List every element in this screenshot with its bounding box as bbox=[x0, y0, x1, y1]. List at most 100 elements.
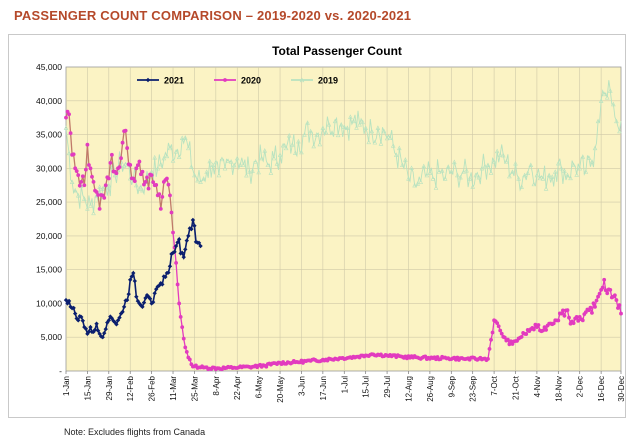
axes: - 5,000 10,000 15,000 20,000 25,000 30,000 35,0… bbox=[36, 62, 625, 403]
x-tick-label: 15-Jan bbox=[83, 376, 92, 400]
series-2021-point bbox=[192, 223, 197, 228]
series-2019-point bbox=[329, 130, 335, 135]
series-2021-point bbox=[132, 278, 138, 284]
y-tick-label: 5,000 bbox=[41, 332, 63, 342]
series-2019-point bbox=[134, 182, 139, 188]
y-tick-label: 30,000 bbox=[36, 163, 62, 173]
x-tick-label: 3-Jun bbox=[297, 376, 306, 396]
x-tick-label: 16-Dec bbox=[597, 376, 606, 402]
series-2019-point bbox=[97, 184, 102, 189]
x-tick-label: 18-Nov bbox=[554, 376, 563, 402]
series-2021-point bbox=[126, 291, 131, 297]
series-layer bbox=[63, 80, 623, 372]
series-2019-point bbox=[207, 158, 213, 164]
x-tick-label: 23-Sep bbox=[469, 375, 478, 401]
series-2019-point bbox=[519, 184, 524, 189]
series-2019-point bbox=[85, 206, 90, 211]
series-2019-point bbox=[497, 152, 503, 157]
series-2019-point bbox=[271, 155, 277, 161]
series-2019-point bbox=[161, 155, 167, 161]
series-2021-point bbox=[76, 318, 81, 323]
series-2019-point bbox=[384, 135, 390, 141]
series-2021-point bbox=[71, 305, 76, 311]
series-2019-point bbox=[528, 162, 534, 168]
series-2019-point bbox=[397, 145, 402, 151]
legend-item-2019: 2019 bbox=[291, 76, 338, 86]
legend-item-2021: 2021 bbox=[137, 76, 184, 86]
page-title: PASSENGER COUNT COMPARISON – 2019-2020 v… bbox=[14, 8, 412, 23]
series-2020-point bbox=[88, 166, 93, 171]
series-2019-point bbox=[222, 165, 228, 171]
legend-label: 2021 bbox=[164, 76, 184, 86]
series-2021-point bbox=[94, 321, 99, 326]
series-2019-point bbox=[461, 169, 466, 174]
series-2021-point bbox=[102, 330, 107, 336]
series-2019-point bbox=[513, 160, 518, 166]
x-tick-label: 1-Jul bbox=[340, 376, 349, 394]
x-tick-label: 30-Dec bbox=[617, 376, 625, 402]
x-tick-label: 8-Apr bbox=[212, 376, 221, 396]
series-2020-point bbox=[68, 131, 73, 136]
series-2019-point bbox=[286, 132, 292, 138]
x-tick-label: 29-Jul bbox=[383, 376, 392, 398]
series-2019-point bbox=[375, 125, 381, 130]
series-2019-point bbox=[571, 162, 576, 168]
series-2020-point bbox=[490, 330, 495, 335]
series-2019-point bbox=[244, 172, 249, 178]
series-2020-point bbox=[559, 311, 564, 316]
series-2019-point bbox=[537, 175, 543, 181]
series-2019-point bbox=[170, 158, 176, 163]
series-2019-point bbox=[485, 162, 491, 168]
series-2020-point bbox=[165, 176, 169, 181]
series-2020-point bbox=[134, 166, 139, 171]
series-2019-point bbox=[179, 135, 185, 141]
series-2021-point bbox=[196, 240, 202, 246]
series-2020-point bbox=[181, 336, 186, 341]
series-2020-point bbox=[561, 308, 565, 313]
series-2019-point bbox=[354, 125, 359, 130]
series-2020-point bbox=[507, 342, 512, 347]
series-2019-point bbox=[335, 132, 341, 138]
series-2020-point bbox=[77, 183, 82, 188]
series-2020-point bbox=[71, 152, 76, 157]
x-tick-label: 7-Oct bbox=[490, 375, 499, 395]
series-2020-point bbox=[109, 152, 114, 157]
series-2019-point bbox=[534, 172, 540, 178]
series-2020 bbox=[64, 109, 623, 372]
x-tick-label: 15-Jul bbox=[362, 376, 371, 398]
series-2019-point bbox=[250, 168, 255, 173]
series-2021-point bbox=[65, 301, 70, 306]
series-2019-point bbox=[289, 142, 295, 147]
series-2021-point bbox=[150, 299, 156, 305]
series-2019-point bbox=[152, 154, 157, 160]
series-2019-point bbox=[366, 139, 372, 145]
legend-swatch-marker bbox=[299, 77, 305, 83]
series-2020-point bbox=[571, 321, 576, 326]
series-2020-point bbox=[146, 186, 151, 191]
series-2019-point bbox=[323, 129, 329, 135]
series-2021-point bbox=[114, 322, 119, 327]
series-2020-point bbox=[594, 298, 599, 303]
series-2020-point bbox=[487, 347, 492, 351]
y-tick-label: 45,000 bbox=[36, 62, 62, 72]
series-2021-point bbox=[154, 286, 159, 292]
x-tick-label: 26-Feb bbox=[148, 375, 157, 401]
series-2020-point bbox=[544, 328, 548, 332]
legend-swatch-marker bbox=[223, 78, 227, 82]
series-2020-point bbox=[616, 306, 620, 310]
series-2019-point bbox=[565, 172, 570, 178]
series-2020-point bbox=[486, 356, 490, 361]
series-2019-point bbox=[546, 172, 552, 178]
series-2020-point bbox=[149, 173, 154, 177]
series-2021-point bbox=[176, 237, 182, 242]
series-2019-point bbox=[280, 142, 286, 148]
series-2021-point bbox=[128, 277, 133, 282]
legend-item-2020: 2020 bbox=[214, 76, 261, 86]
series-2019-point bbox=[608, 88, 613, 93]
series-2021-point bbox=[72, 311, 78, 316]
series-2020-point bbox=[498, 328, 503, 333]
series-2021-point bbox=[193, 239, 199, 245]
series-2019-point bbox=[400, 162, 405, 168]
series-2021-point bbox=[117, 315, 122, 320]
x-tick-label: 2-Dec bbox=[576, 376, 585, 397]
